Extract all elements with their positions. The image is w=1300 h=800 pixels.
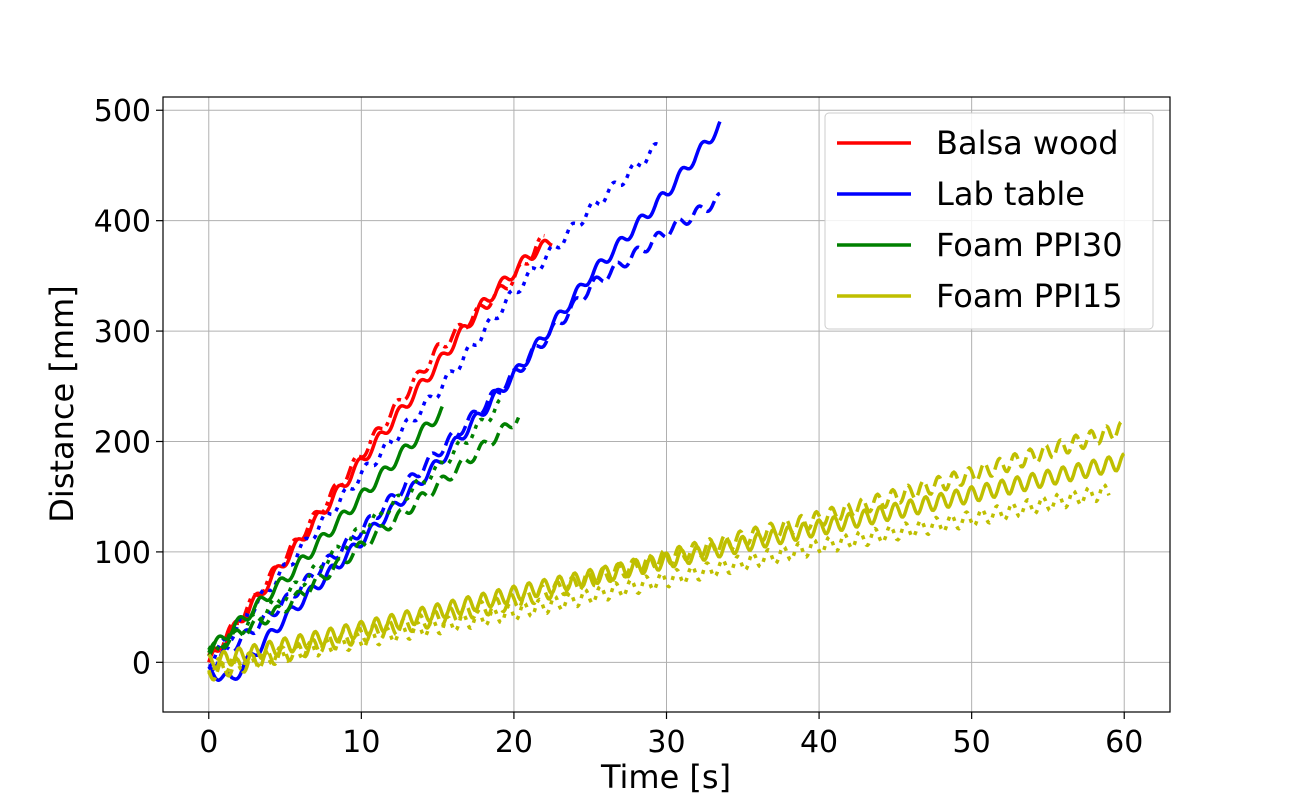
x-tick-label: 40 bbox=[800, 725, 838, 760]
series-line-lab-table-dotted bbox=[208, 142, 660, 669]
x-axis: 0 10 20 30 40 50 60 bbox=[199, 712, 1143, 760]
y-tick-label: 100 bbox=[94, 536, 151, 571]
legend-label-lab-table: Lab table bbox=[936, 175, 1085, 213]
x-tick-label: 0 bbox=[199, 725, 218, 760]
series-line-foam-ppi30-solid bbox=[207, 405, 444, 658]
legend-label-balsa-wood: Balsa wood bbox=[936, 124, 1119, 162]
series-line-foam-ppi15-solid bbox=[207, 452, 1126, 671]
x-tick-label: 20 bbox=[495, 725, 533, 760]
x-tick-label: 50 bbox=[953, 725, 991, 760]
y-tick-label: 0 bbox=[132, 646, 151, 681]
y-tick-label: 500 bbox=[94, 94, 151, 129]
legend-label-foam-ppi15: Foam PPI15 bbox=[936, 277, 1123, 315]
x-tick-label: 60 bbox=[1105, 725, 1143, 760]
series-line-lab-table-dashed bbox=[207, 191, 721, 671]
legend-box bbox=[824, 112, 1154, 330]
series-line-lab-table-solid bbox=[207, 120, 722, 682]
series-line-foam-ppi15-dotted bbox=[207, 482, 1111, 677]
x-tick-label: 10 bbox=[342, 725, 380, 760]
y-tick-label: 400 bbox=[94, 205, 151, 240]
y-axis-label: Distance [mm] bbox=[43, 285, 81, 522]
y-tick-label: 200 bbox=[94, 425, 151, 460]
legend: Balsa wood Lab table Foam PPI30 Foam PPI15 bbox=[824, 112, 1154, 330]
x-axis-label: Time [s] bbox=[600, 758, 731, 796]
series-line-foam-ppi30-dotted bbox=[207, 396, 503, 652]
y-tick-label: 300 bbox=[94, 315, 151, 350]
legend-items: Balsa wood Lab table Foam PPI30 Foam PPI15 bbox=[837, 124, 1123, 315]
plot-lines bbox=[207, 120, 1126, 682]
series-line-foam-ppi15-dashed bbox=[207, 419, 1126, 682]
legend-label-foam-ppi30: Foam PPI30 bbox=[936, 226, 1123, 264]
y-axis: 0 100 200 300 400 500 bbox=[94, 94, 163, 681]
x-tick-label: 30 bbox=[647, 725, 685, 760]
series-line-balsa-wood-dashdot bbox=[207, 233, 545, 657]
